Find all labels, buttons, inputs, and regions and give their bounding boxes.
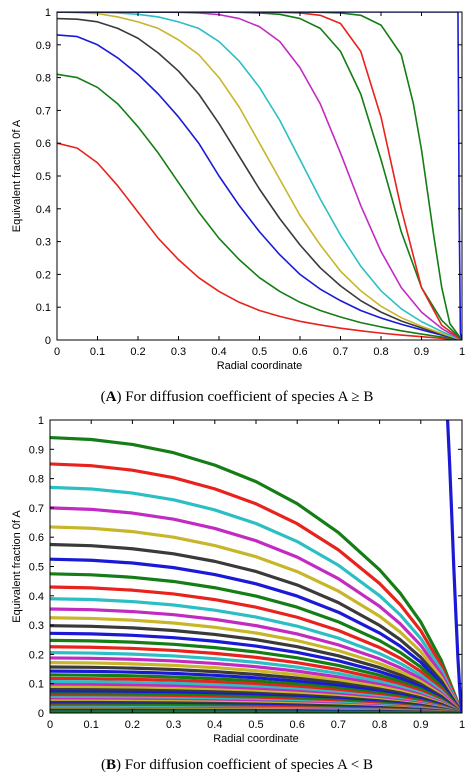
panel-a-xtick-label-8: 0.8	[373, 346, 388, 358]
panel-a-series-line-9	[57, 12, 462, 340]
panel-b-xtick-label-9: 0.9	[413, 719, 428, 731]
panel-a-ytick-label-10: 1	[45, 7, 51, 19]
panel-a-series-line-7	[57, 12, 462, 340]
panel-a-series-line-3	[57, 34, 462, 340]
panel-b-plot: 0 0.1 0.2 0.3 0.4 0.5 0.6 0.7 0.8 0.9 1 0 0.1 0.2 0.3 0…	[11, 415, 465, 745]
panel-b-series-line-4	[50, 506, 462, 713]
panel-b-series-line-44	[445, 420, 462, 713]
panel-b-series-line-8	[50, 572, 462, 713]
panel-b-ytick-label-2: 0.2	[29, 649, 44, 661]
panel-a-axes-box	[56, 11, 463, 341]
panel-a-series-line-5	[57, 12, 462, 340]
panel-a-xtick-label-2: 0.2	[130, 346, 145, 358]
panel-b-xtick-label-8: 0.8	[372, 719, 387, 731]
panel-b-series-line-14	[50, 631, 462, 713]
panel-a-series-line-1	[57, 142, 462, 340]
panel-a-ytick-label-4: 0.4	[36, 204, 51, 216]
panel-a-ytick-label-0: 0	[45, 335, 51, 347]
panel-a-xtick-label-10: 1	[459, 346, 465, 358]
panel-a-ylabel: Equivalent fraction 0f A	[11, 119, 23, 232]
panel-a-plot: 0 0.1 0.2 0.3 0.4 0.5 0.6 0.7 0.8 0.9 1 0 0.1 0.2 0.3 0…	[11, 7, 465, 372]
panel-b-series-line-15	[50, 638, 462, 713]
caption-b-text: For diffusion coefficient of species A <…	[124, 757, 374, 773]
panel-b-ytick-label-7: 0.7	[29, 503, 44, 515]
panel-a-ytick-label-6: 0.6	[36, 138, 51, 150]
panel-a-xtick-label-6: 0.6	[292, 346, 307, 358]
panel-b-ytick-label-8: 0.8	[29, 474, 44, 486]
panel-b-ylabel: Equivalent fraction 0f A	[11, 510, 23, 623]
panel-b-series-line-12	[50, 616, 462, 713]
panel-a-series-line-2	[57, 73, 462, 340]
panel-b-ytick-label-0: 0	[38, 708, 44, 720]
panel-a-series-group	[57, 12, 462, 340]
panel-b-ytick-label-5: 0.5	[29, 562, 44, 574]
panel-a-xtick-label-1: 0.1	[90, 346, 105, 358]
panel-a-ytick-label-5: 0.5	[36, 171, 51, 183]
panel-b-xtick-label-10: 1	[459, 719, 465, 731]
panel-b-xtick-label-6: 0.6	[290, 719, 305, 731]
panel-b-xtick-label-0: 0	[47, 719, 53, 731]
panel-b-xtick-label-3: 0.3	[166, 719, 181, 731]
panel-a-ytick-label-8: 0.8	[36, 73, 51, 85]
panel-a-xtick-label-0: 0	[54, 346, 60, 358]
caption-a-letter: A	[105, 389, 117, 405]
panel-a-series-line-8	[57, 12, 462, 340]
panel-a-ytick-label-3: 0.3	[36, 237, 51, 249]
caption-panel-a: (A) For diffusion coefficient of species…	[100, 389, 374, 405]
panel-b-series-line-17	[50, 651, 462, 713]
panel-a-series-line-10	[57, 12, 462, 340]
panel-b-xtick-label-1: 0.1	[84, 719, 99, 731]
panel-b-ytick-label-10: 1	[38, 415, 44, 427]
panel-b-series-line-9	[50, 585, 462, 713]
caption-b-letter: B	[105, 757, 116, 773]
panel-a-ytick-label-7: 0.7	[36, 105, 51, 117]
caption-panel-b: (B) For diffusion coefficient of species…	[100, 757, 374, 773]
panel-a-xtick-label-3: 0.3	[171, 346, 186, 358]
panel-b-series-line-16	[50, 645, 462, 713]
panel-a-xtick-label-5: 0.5	[252, 346, 267, 358]
panel-b-series-line-7	[50, 557, 462, 713]
panel-b-series-line-5	[50, 525, 462, 713]
panel-a-xtick-label-4: 0.4	[211, 346, 226, 358]
panel-b-series-group	[50, 420, 462, 713]
panel-b-xtick-label-4: 0.4	[207, 719, 222, 731]
panel-b-ytick-label-3: 0.3	[29, 620, 44, 632]
panel-a-ytick-label-9: 0.9	[36, 40, 51, 52]
panel-b-series-line-11	[50, 607, 462, 713]
caption-a-text: For diffusion coefficient of species A ≥…	[125, 389, 374, 405]
panel-a-xtick-label-9: 0.9	[414, 346, 429, 358]
panel-b-series-line-6	[50, 542, 462, 713]
panel-b-xtick-label-5: 0.5	[248, 719, 263, 731]
panel-b-xlabel: Radial coordinate	[213, 733, 299, 745]
panel-b-series-line-13	[50, 624, 462, 713]
panel-a-series-line-11	[57, 12, 462, 340]
panel-b-series-line-2	[50, 462, 462, 713]
panel-b-ytick-label-4: 0.4	[29, 591, 44, 603]
panel-b-xtick-label-2: 0.2	[125, 719, 140, 731]
panel-b-series-line-1	[50, 435, 462, 713]
panel-b-ytick-label-1: 0.1	[29, 679, 44, 691]
panel-b-series-line-10	[50, 597, 462, 713]
panel-a-xtick-label-7: 0.7	[333, 346, 348, 358]
panel-b-xtick-label-7: 0.7	[331, 719, 346, 731]
panel-b-series-line-3	[50, 485, 462, 713]
panel-a-series-line-4	[57, 17, 462, 340]
panel-a-series-line-6	[57, 12, 462, 340]
panel-a-ytick-label-2: 0.2	[36, 269, 51, 281]
panel-a-xlabel: Radial coordinate	[217, 360, 303, 372]
panel-a-ytick-label-1: 0.1	[36, 302, 51, 314]
panel-b-ytick-label-9: 0.9	[29, 444, 44, 456]
panel-b-ytick-label-6: 0.6	[29, 532, 44, 544]
